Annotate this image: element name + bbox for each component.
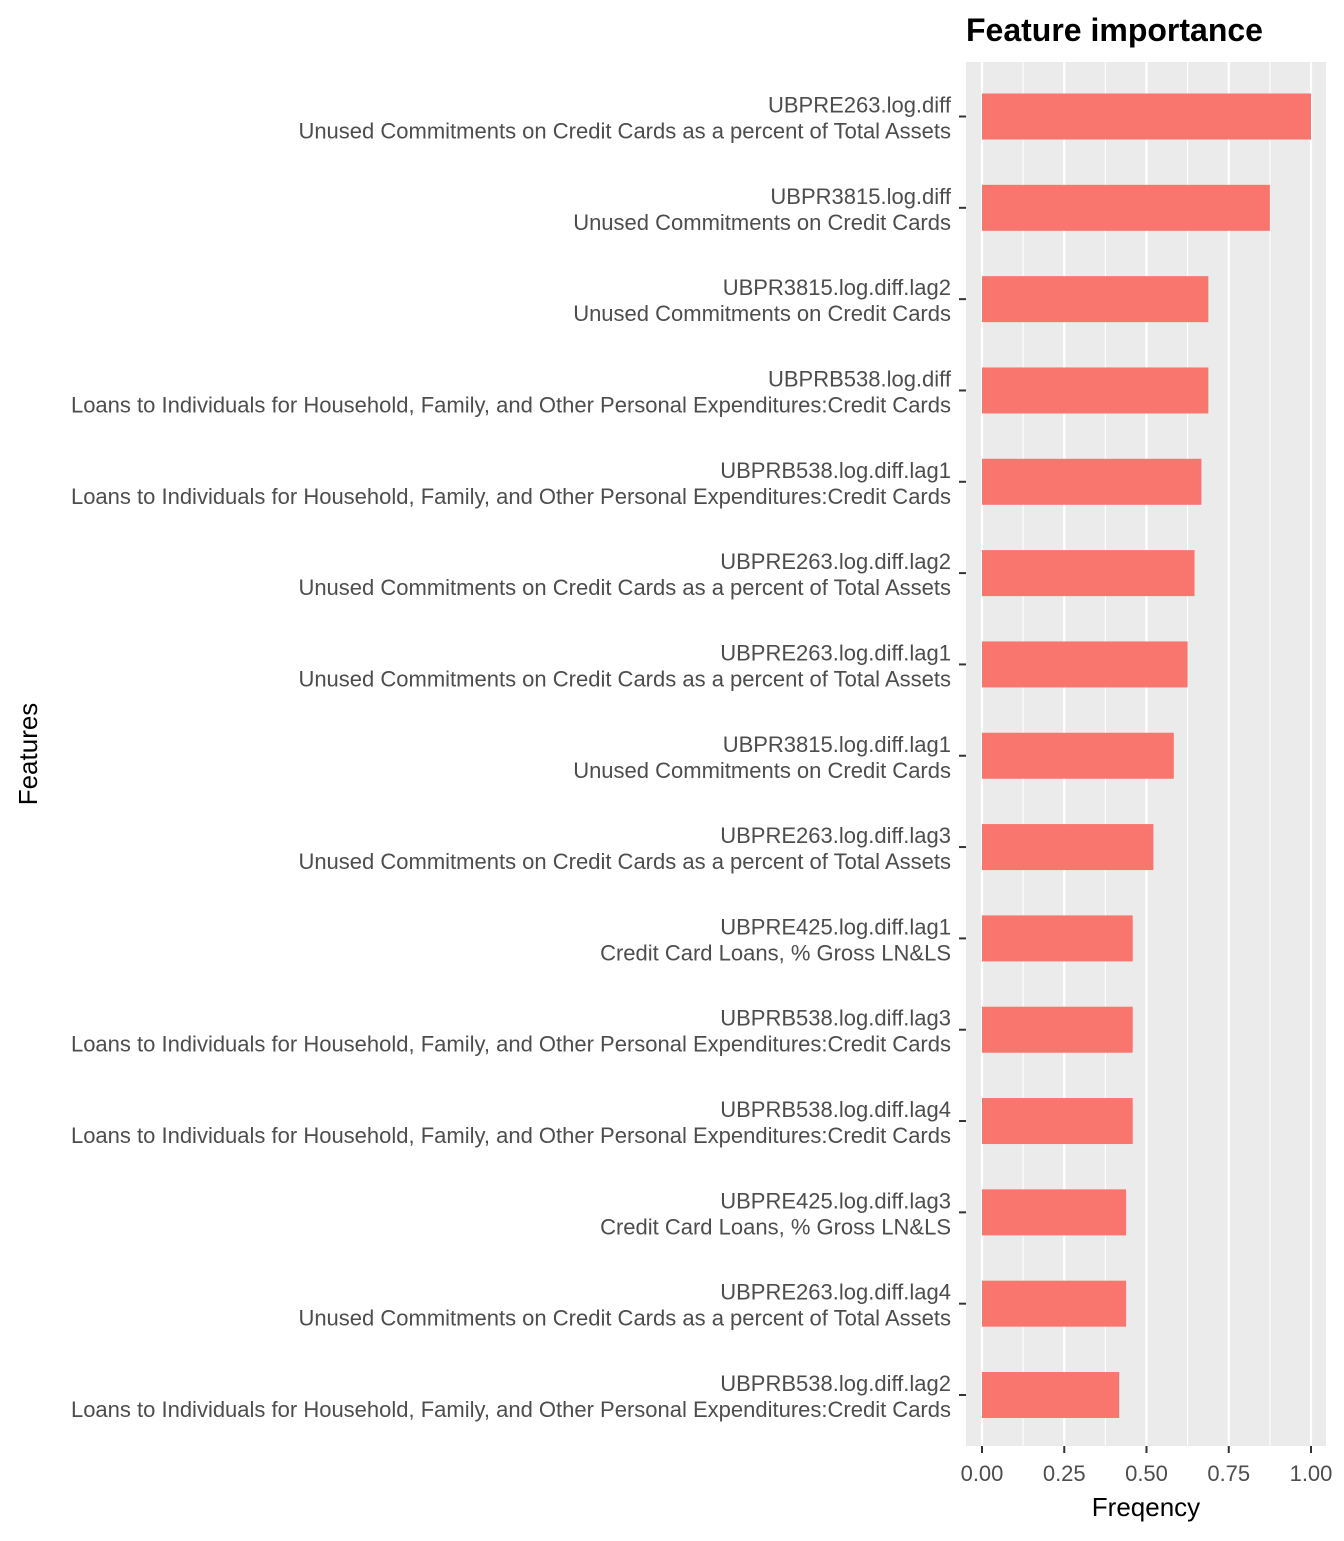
- feature-code: UBPRE263.log.diff.lag1: [720, 640, 951, 665]
- bar: [982, 915, 1133, 962]
- y-tick-label: UBPRE263.log.diff.lag2 Unused Commitments…: [298, 549, 951, 600]
- bar: [982, 1006, 1133, 1053]
- feature-description: Unused Commitments on Credit Cards: [573, 758, 951, 783]
- feature-description: Unused Commitments on Credit Cards as a …: [298, 849, 951, 874]
- y-tick-label: UBPRB538.log.diff.lag1 Loans to Individua…: [71, 458, 951, 509]
- y-tick-label: UBPRB538.log.diff.lag3 Loans to Individua…: [71, 1006, 951, 1057]
- feature-description: Unused Commitments on Credit Cards as a …: [298, 575, 951, 600]
- y-axis-title: Features: [13, 703, 43, 806]
- feature-description: Loans to Individuals for Household, Fami…: [71, 1397, 951, 1422]
- y-tick-label: UBPRB538.log.diff.lag4 Loans to Individua…: [71, 1097, 951, 1148]
- bar: [982, 732, 1174, 779]
- bar: [982, 1098, 1133, 1145]
- chart-title: Feature importance: [966, 12, 1263, 48]
- feature-description: Loans to Individuals for Household, Fami…: [71, 392, 951, 417]
- bar: [982, 276, 1209, 323]
- y-tick-label: UBPRB538.log.diff Loans to Individuals fo…: [71, 366, 952, 417]
- bar: [982, 550, 1195, 597]
- feature-code: UBPRB538.log.diff: [768, 366, 952, 391]
- y-tick-label: UBPR3815.log.diff.lag2 Unused Commitments…: [573, 275, 951, 326]
- x-axis-title: Freqency: [1092, 1492, 1200, 1522]
- x-tick-label: 0.25: [1043, 1461, 1086, 1486]
- y-tick-label: UBPRE425.log.diff.lag3 Credit Card Loans,…: [600, 1188, 951, 1239]
- feature-description: Credit Card Loans, % Gross LN&LS: [600, 1214, 951, 1239]
- feature-code: UBPRE263.log.diff.lag3: [720, 823, 951, 848]
- feature-code: UBPRE263.log.diff.lag4: [720, 1280, 951, 1305]
- bar: [982, 184, 1270, 231]
- x-tick-label: 0.00: [961, 1461, 1004, 1486]
- bar: [982, 824, 1154, 871]
- feature-code: UBPR3815.log.diff.lag2: [723, 275, 951, 300]
- bar: [982, 1372, 1120, 1418]
- y-axis-ticks: UBPRE263.log.diff Unused Commitments on C…: [71, 93, 966, 1422]
- feature-description: Loans to Individuals for Household, Fami…: [71, 484, 951, 509]
- x-tick-label: 0.50: [1125, 1461, 1168, 1486]
- y-tick-label: UBPRE263.log.diff.lag3 Unused Commitments…: [298, 823, 951, 874]
- bar: [982, 641, 1188, 688]
- y-tick-label: UBPRE425.log.diff.lag1 Credit Card Loans,…: [600, 914, 951, 965]
- bar: [982, 367, 1209, 414]
- feature-code: UBPRE263.log.diff.lag2: [720, 549, 951, 574]
- feature-code: UBPRB538.log.diff.lag4: [720, 1097, 951, 1122]
- feature-description: Unused Commitments on Credit Cards: [573, 210, 951, 235]
- bar: [982, 1280, 1127, 1327]
- y-tick-label: UBPR3815.log.diff.lag1 Unused Commitments…: [573, 732, 951, 783]
- feature-code: UBPRE263.log.diff: [768, 93, 952, 118]
- y-tick-label: UBPR3815.log.diff Unused Commitments on C…: [573, 184, 952, 235]
- feature-code: UBPRB538.log.diff.lag2: [720, 1371, 951, 1396]
- feature-description: Unused Commitments on Credit Cards: [573, 301, 951, 326]
- feature-description: Unused Commitments on Credit Cards as a …: [298, 666, 951, 691]
- x-tick-label: 1.00: [1290, 1461, 1333, 1486]
- bar: [982, 1189, 1127, 1236]
- x-axis-ticks: 0.00 0.25 0.50 0.75 1.00: [961, 1446, 1333, 1486]
- bars: [982, 93, 1311, 1418]
- feature-description: Unused Commitments on Credit Cards as a …: [298, 119, 951, 144]
- feature-description: Credit Card Loans, % Gross LN&LS: [600, 940, 951, 965]
- feature-description: Loans to Individuals for Household, Fami…: [71, 1032, 951, 1057]
- feature-code: UBPR3815.log.diff.lag1: [723, 732, 951, 757]
- y-tick-label: UBPRE263.log.diff.lag4 Unused Commitments…: [298, 1280, 951, 1331]
- y-tick-label: UBPRE263.log.diff.lag1 Unused Commitments…: [298, 640, 951, 691]
- feature-description: Loans to Individuals for Household, Fami…: [71, 1123, 951, 1148]
- feature-code: UBPR3815.log.diff: [770, 184, 951, 209]
- feature-code: UBPRE425.log.diff.lag3: [720, 1188, 951, 1213]
- feature-description: Unused Commitments on Credit Cards as a …: [298, 1306, 951, 1331]
- feature-code: UBPRE425.log.diff.lag1: [720, 914, 951, 939]
- x-tick-label: 0.75: [1207, 1461, 1250, 1486]
- feature-code: UBPRB538.log.diff.lag1: [720, 458, 951, 483]
- feature-code: UBPRB538.log.diff.lag3: [720, 1006, 951, 1031]
- bar: [982, 93, 1311, 140]
- y-tick-label: UBPRB538.log.diff.lag2 Loans to Individua…: [71, 1371, 951, 1422]
- bar: [982, 458, 1202, 505]
- y-tick-label: UBPRE263.log.diff Unused Commitments on C…: [298, 93, 951, 144]
